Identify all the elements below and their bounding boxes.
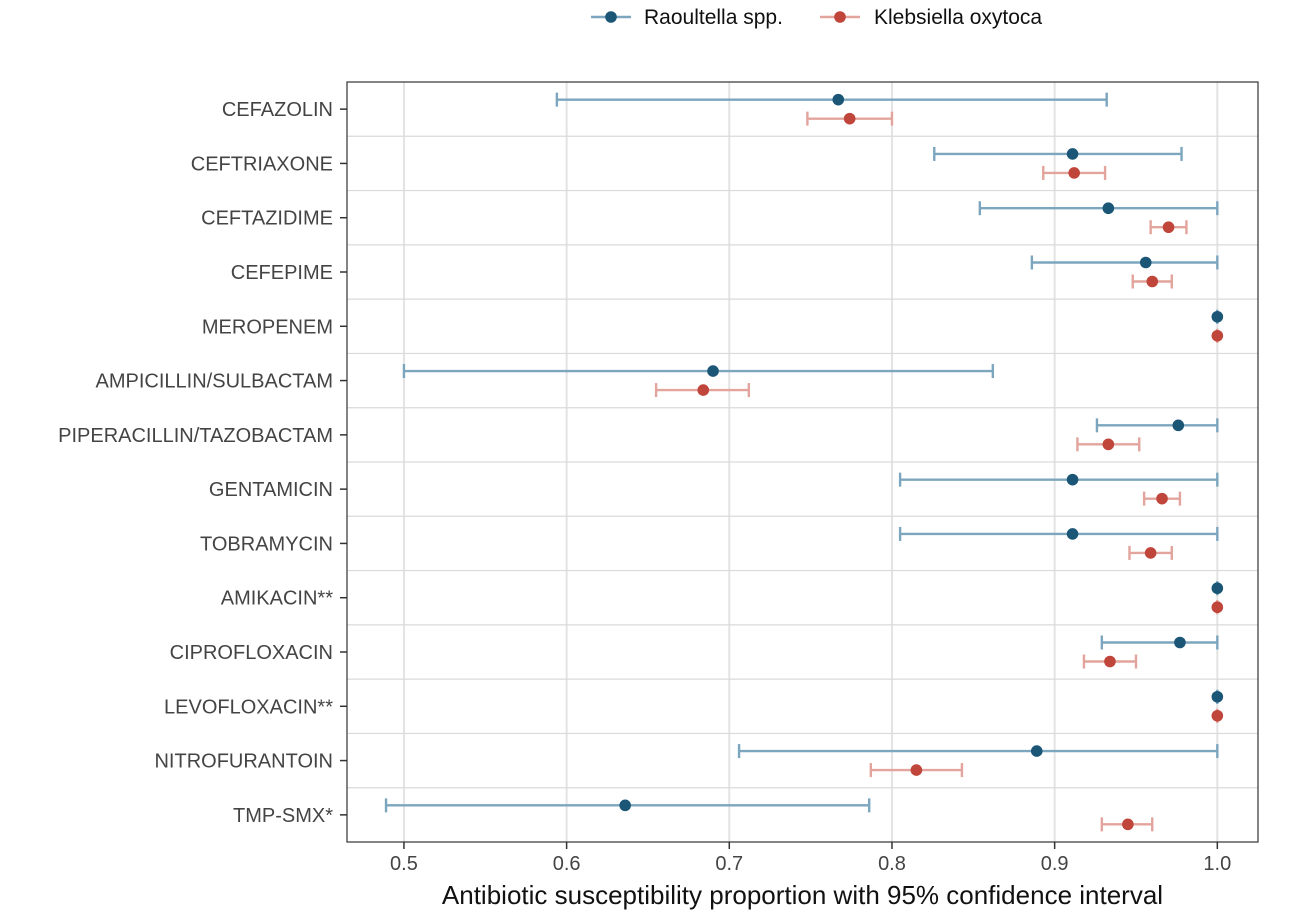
estimate-point	[1030, 745, 1043, 757]
y-tick-label: CEFEPIME	[231, 262, 333, 284]
x-tick-label: 0.8	[878, 853, 906, 875]
y-tick-label: TMP-SMX*	[233, 805, 333, 827]
x-axis-title: Antibiotic susceptibility proportion wit…	[442, 880, 1163, 910]
y-tick-label: CEFAZOLIN	[222, 99, 333, 121]
estimate-point	[1211, 582, 1224, 595]
estimate-point	[1162, 221, 1175, 234]
x-tick-label: 1.0	[1203, 853, 1231, 875]
estimate-point	[1174, 636, 1186, 649]
estimate-point	[1066, 528, 1079, 540]
estimate-point	[619, 799, 631, 812]
y-tick-label: CEFTAZIDIME	[201, 208, 333, 230]
y-tick-label: PIPERACILLIN/TAZOBACTAM	[58, 425, 333, 447]
series-1	[654, 111, 1224, 832]
estimate-point	[832, 93, 845, 106]
estimate-point	[707, 365, 719, 377]
y-tick-label: CEFTRIAXONE	[191, 153, 333, 175]
x-tick-label: 0.7	[715, 853, 743, 875]
estimate-point	[1102, 202, 1115, 215]
legend-item-1: Klebsiella oxytoca	[820, 6, 1042, 29]
estimate-point	[1211, 310, 1224, 323]
estimate-point	[1102, 438, 1115, 451]
y-tick-label: LEVOFLOXACIN**	[164, 696, 333, 718]
y-tick-label: GENTAMICIN	[209, 479, 333, 501]
axes: CEFAZOLIN CEFTRIAXONE CEFTAZIDIME CEFEPIME M…	[58, 99, 1231, 875]
x-tick-label: 0.6	[553, 853, 581, 875]
estimate-point	[1146, 275, 1159, 288]
y-tick-label: AMIKACIN**	[221, 588, 333, 610]
estimate-point	[697, 384, 710, 396]
estimate-point	[1104, 655, 1116, 668]
plot-panel-border	[346, 81, 1259, 843]
legend-key-point	[605, 11, 617, 23]
estimate-point	[1156, 492, 1168, 505]
legend-label: Raoultella spp.	[644, 6, 783, 29]
estimate-point	[1066, 148, 1079, 160]
estimate-point	[1122, 818, 1134, 831]
y-tick-label: TOBRAMYCIN	[200, 533, 333, 555]
estimate-point	[1211, 690, 1224, 703]
series-0	[384, 92, 1224, 813]
estimate-point	[910, 764, 923, 776]
estimate-point	[1211, 329, 1224, 342]
y-tick-label: NITROFURANTOIN	[154, 751, 333, 773]
y-tick-label: CIPROFLOXACIN	[170, 642, 333, 664]
estimate-point	[1068, 167, 1080, 179]
estimate-point	[1211, 601, 1224, 614]
y-tick-label: MEROPENEM	[202, 316, 333, 338]
estimate-point	[1211, 709, 1224, 722]
estimate-point	[1066, 473, 1079, 486]
legend-label: Klebsiella oxytoca	[874, 6, 1042, 29]
y-tick-label: AMPICILLIN/SULBACTAM	[96, 371, 333, 393]
legend-item-0: Raoultella spp.	[591, 6, 783, 29]
legend: Raoultella spp. Klebsiella oxytoca	[591, 6, 1042, 29]
estimate-point	[1172, 419, 1185, 432]
x-tick-label: 0.9	[1041, 853, 1069, 875]
legend-key-point	[834, 11, 846, 23]
estimate-point	[843, 112, 856, 125]
estimate-point	[1139, 256, 1152, 269]
data-marks	[384, 92, 1224, 832]
estimate-point	[1144, 547, 1157, 559]
x-tick-label: 0.5	[390, 853, 418, 875]
